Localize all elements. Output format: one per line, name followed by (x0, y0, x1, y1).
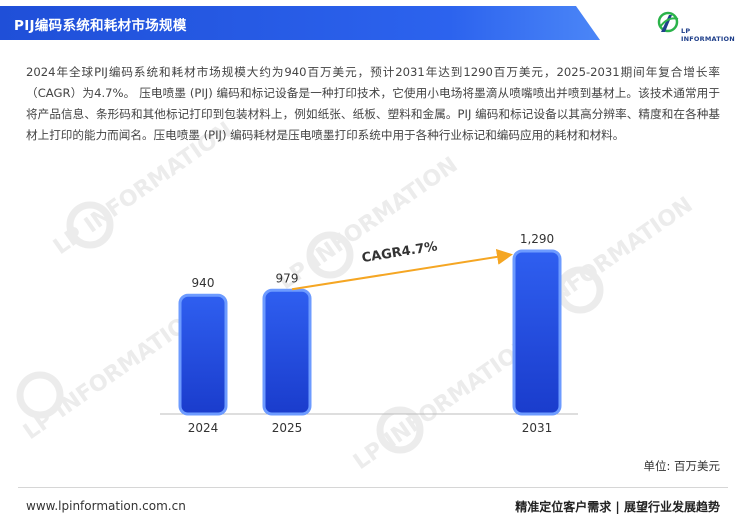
value-label-2025: 979 (276, 271, 299, 285)
x-tick-2025: 2025 (272, 421, 303, 435)
x-tick-2031: 2031 (522, 421, 553, 435)
logo-text: LP INFORMATION (681, 27, 735, 43)
footer-website[interactable]: www.lpinformation.com.cn (26, 499, 186, 513)
unit-label: 单位: 百万美元 (643, 459, 720, 473)
bar-2024 (178, 293, 228, 416)
header-banner (0, 6, 600, 40)
header: PIJ编码系统和耗材市场规模 LP INFORMATION (0, 0, 746, 50)
bar-2031 (512, 249, 562, 416)
market-description: 2024年全球PIJ编码系统和耗材市场规模大约为940百万美元，预计2031年达… (26, 65, 720, 142)
footer-divider (18, 487, 728, 488)
x-tick-2024: 2024 (188, 421, 219, 435)
cagr-arrow (291, 248, 513, 291)
lp-logo-icon (657, 11, 679, 33)
cagr-label: CAGR4.7% (361, 239, 439, 266)
value-label-2024: 940 (192, 276, 215, 290)
page-title: PIJ编码系统和耗材市场规模 (14, 18, 187, 34)
value-label-2031: 1,290 (520, 232, 554, 246)
bar-2025 (262, 288, 312, 416)
footer-slogan: 精准定位客户需求 | 展望行业发展趋势 (515, 500, 720, 514)
